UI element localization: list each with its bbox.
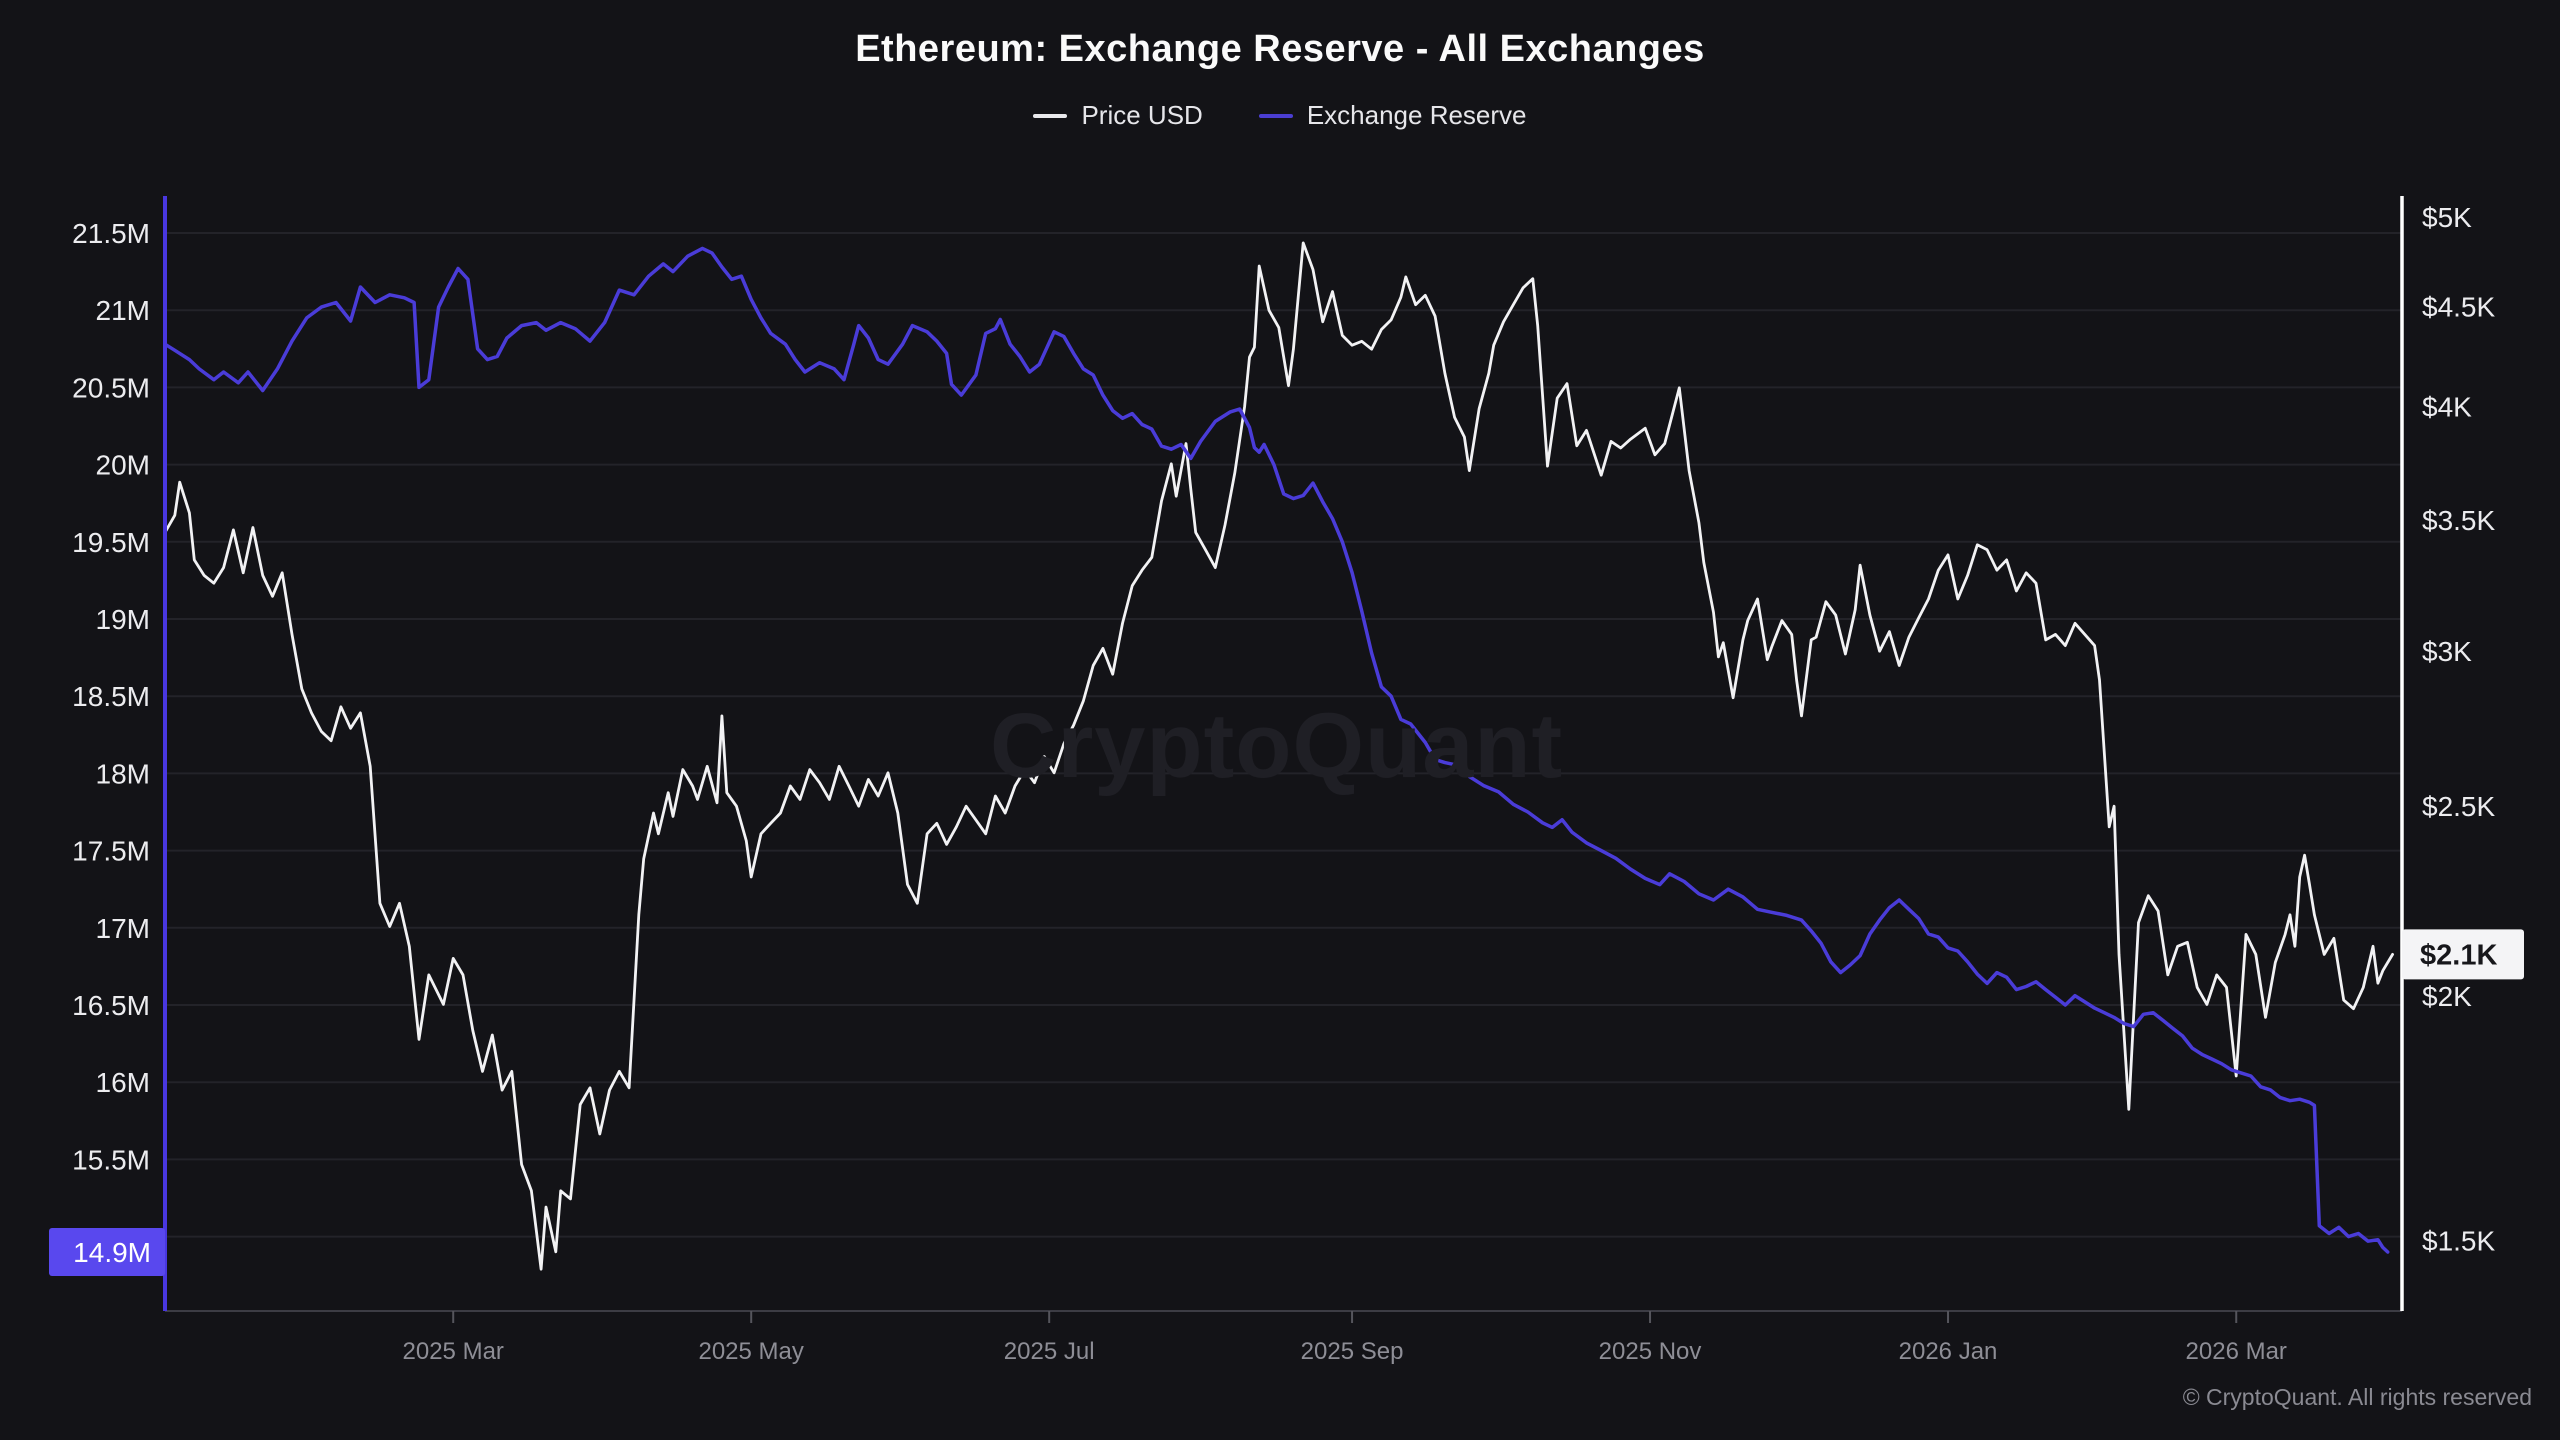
- reserve-line[interactable]: [163, 246, 2390, 1254]
- y-axis-right-label: $2K: [2422, 981, 2472, 1012]
- price-line-swatch-icon: [1033, 113, 1068, 118]
- y-axis-right-label: $4K: [2422, 392, 2472, 423]
- price-last-value-badge-text: $2.1K: [2420, 939, 2497, 971]
- reserve-last-value-badge-text: 14.9M: [73, 1237, 151, 1268]
- x-axis-label: 2026 Mar: [2186, 1338, 2287, 1365]
- y-axis-right-label: $4.5K: [2422, 292, 2495, 323]
- y-axis-left-label: 18M: [96, 758, 150, 789]
- copyright-notice: © CryptoQuant. All rights reserved: [2182, 1384, 2532, 1410]
- reserve-line-swatch-icon: [1258, 113, 1293, 118]
- y-axis-left-label: 21M: [96, 295, 150, 326]
- y-axis-right-label: $1.5K: [2422, 1225, 2495, 1256]
- y-axis-left-label: 19.5M: [72, 527, 150, 558]
- page-title: Ethereum: Exchange Reserve - All Exchang…: [855, 28, 1705, 70]
- y-axis-left-label: 18.5M: [72, 681, 150, 712]
- y-axis-left-label: 16M: [96, 1067, 150, 1098]
- x-axis-label: 2026 Jan: [1899, 1338, 1998, 1365]
- legend-item-price-usd[interactable]: Price USD: [1033, 100, 1203, 131]
- legend-label-price-usd: Price USD: [1081, 100, 1203, 130]
- y-axis-left-label: 15.5M: [72, 1144, 150, 1175]
- reserve-last-value-badge: [49, 1228, 165, 1277]
- y-axis-left-label: 17M: [96, 913, 150, 944]
- y-axis-right-label: $3K: [2422, 636, 2472, 667]
- legend-label-exchange-reserve: Exchange Reserve: [1306, 100, 1527, 130]
- x-axis-label: 2025 Jul: [1004, 1338, 1095, 1365]
- x-axis-label: 2025 Nov: [1599, 1338, 1702, 1365]
- price-line[interactable]: [163, 241, 2395, 1271]
- y-axis-left-label: 21.5M: [72, 218, 150, 249]
- y-axis-left-label: 16.5M: [72, 990, 150, 1021]
- y-axis-right-label: $3.5K: [2422, 505, 2495, 536]
- legend-item-exchange-reserve[interactable]: Exchange Reserve: [1258, 100, 1527, 131]
- x-axis-label: 2025 Sep: [1301, 1338, 1404, 1365]
- y-axis-left-label: 17.5M: [72, 836, 150, 867]
- y-axis-right-label: $2.5K: [2422, 791, 2495, 822]
- y-axis-left-label: 20M: [96, 450, 150, 481]
- price-last-value-badge: [2402, 929, 2524, 980]
- y-axis-left-label: 20.5M: [72, 372, 150, 403]
- y-axis-right-label: $5K: [2422, 202, 2472, 233]
- x-axis-label: 2025 May: [698, 1338, 803, 1365]
- chart-legend: Price USD Exchange Reserve: [0, 100, 2560, 131]
- y-axis-left-label: 19M: [96, 604, 150, 635]
- x-axis-label: 2025 Mar: [403, 1338, 504, 1365]
